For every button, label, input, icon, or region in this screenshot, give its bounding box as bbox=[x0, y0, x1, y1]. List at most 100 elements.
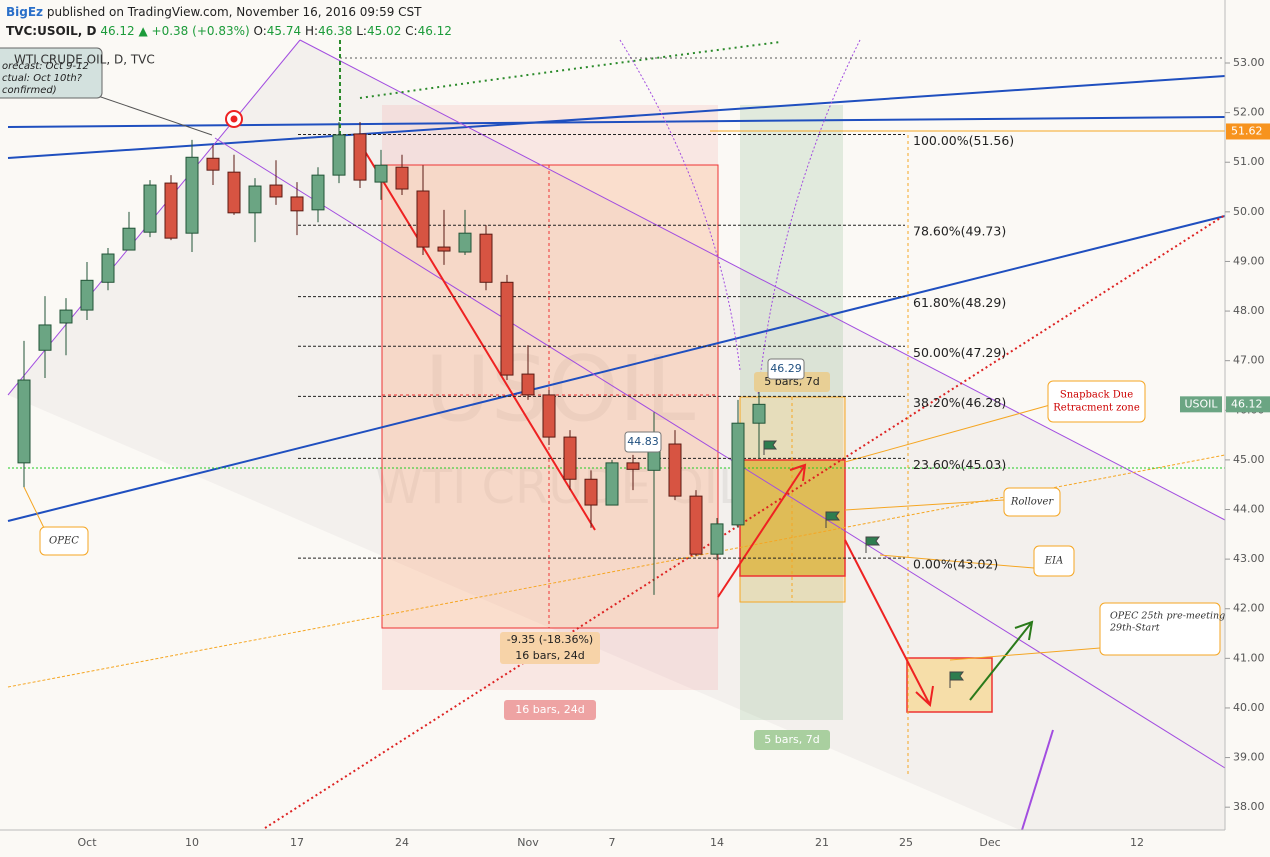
candle-body bbox=[752, 403, 766, 424]
fib-label: 61.80%(48.29) bbox=[913, 295, 1006, 310]
x-tick-label: 12 bbox=[1130, 836, 1144, 849]
candle-body bbox=[710, 523, 724, 555]
price-tag-label: 51.62 bbox=[1231, 124, 1263, 137]
ohlc-value: 45.02 bbox=[366, 24, 402, 38]
candle-body bbox=[479, 233, 493, 283]
candle-body bbox=[374, 164, 388, 183]
candle-body bbox=[185, 156, 199, 234]
candle-body bbox=[500, 281, 514, 376]
plot-bg bbox=[0, 0, 1225, 830]
note-box bbox=[1033, 545, 1075, 577]
published: published on TradingView.com, November 1… bbox=[46, 5, 422, 19]
arrow bbox=[717, 464, 806, 598]
change: ▲ +0.38 (+0.83%) bbox=[138, 24, 250, 38]
measure-label-bg bbox=[500, 632, 600, 664]
price-tag bbox=[1226, 396, 1270, 413]
connector bbox=[879, 554, 1035, 569]
y-tick-label: 50.00 bbox=[1233, 205, 1265, 218]
candle-body bbox=[248, 185, 262, 214]
symbol-tag-label: USOIL bbox=[1184, 397, 1218, 410]
ohlc-key: L: bbox=[356, 24, 367, 38]
candle-body bbox=[542, 394, 556, 438]
x-tick-label: Dec bbox=[979, 836, 1000, 849]
channel-line bbox=[1021, 729, 1054, 831]
watermark-symbol: USOIL bbox=[425, 337, 696, 442]
y-tick-label: 53.00 bbox=[1233, 56, 1265, 69]
y-tick-label: 42.00 bbox=[1233, 602, 1265, 615]
y-tick-label: 40.00 bbox=[1233, 701, 1265, 714]
ohlc-key: H: bbox=[304, 24, 319, 38]
candle-body bbox=[416, 190, 430, 248]
y-tick-label: 51.00 bbox=[1233, 155, 1265, 168]
measure-label-bg bbox=[754, 730, 830, 750]
candle-body bbox=[206, 157, 220, 171]
candle-body bbox=[458, 232, 472, 253]
measure-label: 5 bars, 7d bbox=[764, 733, 819, 746]
candle-body bbox=[437, 246, 451, 252]
author: BigEz bbox=[6, 5, 44, 19]
fib-label: 100.00%(51.56) bbox=[913, 133, 1014, 148]
flags bbox=[763, 440, 964, 688]
symbol: TVC:USOIL, D bbox=[6, 24, 97, 38]
flag bbox=[763, 440, 777, 455]
measure-label-bg bbox=[504, 700, 596, 720]
measure-label: 44.83 bbox=[627, 435, 659, 448]
measure-label: -9.35 (-18.36%) bbox=[507, 633, 593, 646]
callout-text: ctual: Oct 10th? bbox=[2, 73, 83, 84]
candle-body bbox=[80, 279, 94, 311]
y-tick-label: 45.00 bbox=[1233, 453, 1265, 466]
candle-body bbox=[269, 184, 283, 198]
y-tick-label: 43.00 bbox=[1233, 552, 1265, 565]
callout-text: confirmed) bbox=[2, 85, 57, 96]
channel-line bbox=[214, 137, 1226, 769]
x-tick-label: 7 bbox=[609, 836, 616, 849]
measure-label-bg bbox=[624, 431, 662, 453]
candle-body bbox=[143, 184, 157, 233]
arrow-head bbox=[915, 685, 934, 708]
note-text: EIA bbox=[1044, 556, 1063, 567]
y-tick-label: 38.00 bbox=[1233, 800, 1265, 813]
candle-body bbox=[164, 182, 178, 239]
candle-body bbox=[227, 171, 241, 214]
ohlc-key: C: bbox=[405, 24, 418, 38]
arc bbox=[757, 39, 861, 396]
x-tick-label: 10 bbox=[185, 836, 199, 849]
ohlc-value: 45.74 bbox=[266, 24, 302, 38]
candle-body bbox=[311, 174, 325, 211]
connector bbox=[949, 647, 1101, 661]
x-tick-label: 24 bbox=[395, 836, 409, 849]
note-text: 29th-Start bbox=[1109, 623, 1160, 634]
callout-text: orecast: Oct 9-12 bbox=[2, 61, 89, 72]
trend-line bbox=[7, 215, 1226, 522]
arrow bbox=[354, 134, 596, 531]
note-text: OPEC bbox=[49, 536, 79, 547]
measure-label-bg bbox=[767, 358, 805, 380]
candle-body bbox=[731, 422, 745, 526]
ohlc-value: 46.38 bbox=[318, 24, 353, 38]
x-tick-label: 25 bbox=[899, 836, 913, 849]
price-axis bbox=[1225, 0, 1270, 857]
flag bbox=[865, 536, 880, 553]
note-box bbox=[1003, 487, 1061, 517]
x-tick-label: 21 bbox=[815, 836, 829, 849]
y-tick-label: 44.00 bbox=[1233, 503, 1265, 516]
candle-body bbox=[626, 462, 640, 470]
symbol-tag bbox=[1180, 396, 1222, 413]
measure-label: 16 bars, 24d bbox=[515, 649, 584, 662]
x-tick-label: Nov bbox=[517, 836, 539, 849]
arrow bbox=[844, 539, 931, 706]
connector bbox=[23, 486, 46, 531]
measure-label: 16 bars, 24d bbox=[515, 703, 584, 716]
note-text: OPEC 25th pre-meeting bbox=[1110, 611, 1225, 622]
y-tick-label: 47.00 bbox=[1233, 354, 1265, 367]
measure-label: 46.29 bbox=[770, 362, 802, 375]
flag bbox=[949, 671, 964, 688]
x-tick-label: 17 bbox=[290, 836, 304, 849]
last: 46.12 bbox=[100, 24, 135, 38]
candle-body bbox=[101, 253, 115, 283]
candle-body bbox=[689, 495, 703, 555]
candle-body bbox=[563, 436, 577, 480]
callout-box bbox=[0, 47, 103, 99]
y-tick-label: 48.00 bbox=[1233, 304, 1265, 317]
